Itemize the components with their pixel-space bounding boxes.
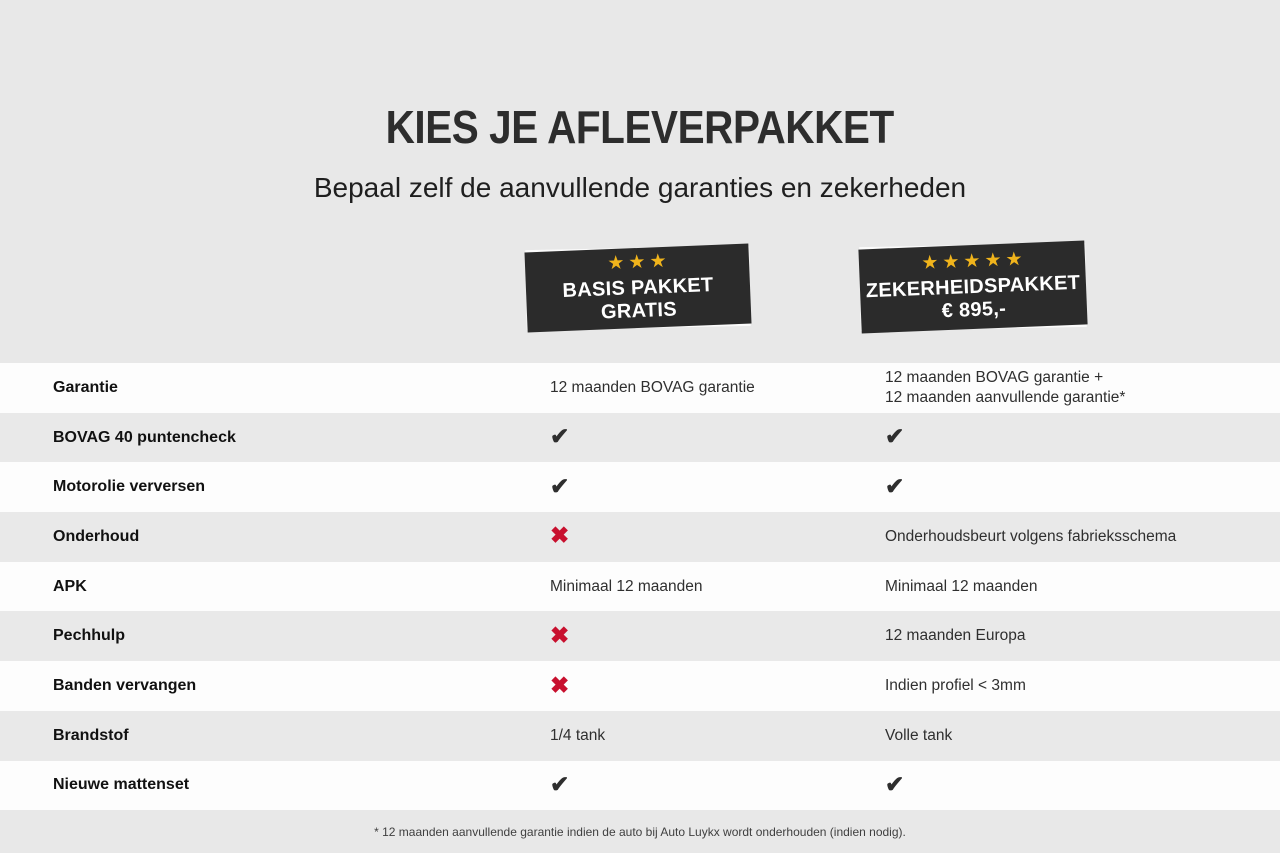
table-row: Banden vervangen ✖ Indien profiel < 3mm xyxy=(0,661,1280,711)
table-row: Brandstof 1/4 tank Volle tank xyxy=(0,710,1280,761)
cell-zekerheid: 12 maanden Europa xyxy=(885,627,1026,645)
cell-zekerheid: Volle tank xyxy=(885,726,953,744)
row-label: Banden vervangen xyxy=(53,676,197,694)
star-rating-icon: ★★★ xyxy=(607,250,671,275)
page-header: KIES JE AFLEVERPAKKET Bepaal zelf de aan… xyxy=(0,0,1280,204)
check-icon: ✔ xyxy=(550,472,570,499)
cell-zekerheid: 12 maanden BOVAG garantie +12 maanden aa… xyxy=(885,368,1280,408)
page-subtitle: Bepaal zelf de aanvullende garanties en … xyxy=(313,172,967,203)
cross-icon: ✖ xyxy=(550,522,570,549)
badge-zekerheidspakket: ★★★★★ ZEKERHEIDSPAKKET € 895,- xyxy=(858,240,1088,334)
cell-basis: ✔ xyxy=(550,770,885,798)
cell-basis: ✔ xyxy=(550,472,885,500)
row-label: Motorolie verversen xyxy=(53,478,206,496)
row-label: APK xyxy=(53,577,87,595)
cell-zekerheid: Indien profiel < 3mm xyxy=(885,677,1026,695)
cell-zekerheid: ✔ xyxy=(885,770,1280,798)
package-price: € 895,- xyxy=(941,297,1007,323)
footnote: * 12 maanden aanvullende garantie indien… xyxy=(374,824,906,839)
check-icon: ✔ xyxy=(885,472,905,499)
row-label: BOVAG 40 puntencheck xyxy=(53,428,236,446)
table-row: BOVAG 40 puntencheck ✔ ✔ xyxy=(0,412,1280,463)
cell-basis: ✖ xyxy=(550,621,885,649)
page-title: KIES JE AFLEVERPAKKET xyxy=(385,101,895,153)
row-label: Nieuwe mattenset xyxy=(53,776,190,794)
table-row: APK Minimaal 12 maanden Minimaal 12 maande… xyxy=(0,561,1280,612)
check-icon: ✔ xyxy=(550,770,570,797)
package-badge-zekerheid: ★★★★★ ZEKERHEIDSPAKKET € 895,- xyxy=(858,240,1088,334)
check-icon: ✔ xyxy=(885,770,905,797)
cell-basis: 1/4 tank xyxy=(550,726,606,744)
check-icon: ✔ xyxy=(550,423,570,450)
comparison-table: Garantie 12 maanden BOVAG garantie 12 maan… xyxy=(0,363,1280,811)
table-row: Garantie 12 maanden BOVAG garantie 12 maan… xyxy=(0,363,1280,413)
check-icon: ✔ xyxy=(885,423,905,450)
row-label: Onderhoud xyxy=(53,527,140,545)
cross-icon: ✖ xyxy=(550,671,570,698)
cell-basis: ✔ xyxy=(550,425,885,450)
row-label: Pechhulp xyxy=(53,627,126,645)
cell-basis: ✖ xyxy=(550,671,885,699)
table-row: Pechhulp ✖ 12 maanden Europa xyxy=(0,611,1280,662)
cell-basis: ✖ xyxy=(550,524,885,549)
cross-icon: ✖ xyxy=(550,621,570,648)
cell-basis: 12 maanden BOVAG garantie xyxy=(550,378,755,396)
package-badge-basis: ★★★ BASIS PAKKET GRATIS xyxy=(524,243,752,333)
star-rating-icon: ★★★★★ xyxy=(921,248,1027,275)
badge-basis-pakket: ★★★ BASIS PAKKET GRATIS xyxy=(524,243,752,333)
row-label: Garantie xyxy=(53,378,118,396)
cell-zekerheid: Onderhoudsbeurt volgens fabrieksschema xyxy=(885,527,1177,545)
package-price: GRATIS xyxy=(600,298,678,324)
cell-zekerheid: ✔ xyxy=(885,425,1280,450)
table-row: Onderhoud ✖ Onderhoudsbeurt volgens fabrie… xyxy=(0,512,1280,562)
cell-line: 12 maanden BOVAG garantie + xyxy=(885,369,1104,387)
cell-line: 12 maanden aanvullende garantie* xyxy=(885,388,1126,406)
cell-basis: Minimaal 12 maanden xyxy=(550,577,703,595)
cell-zekerheid: Minimaal 12 maanden xyxy=(885,577,1038,595)
table-row: Nieuwe mattenset ✔ ✔ xyxy=(0,760,1280,811)
row-label: Brandstof xyxy=(53,726,129,744)
cell-zekerheid: ✔ xyxy=(885,472,1280,500)
table-row: Motorolie verversen ✔ ✔ xyxy=(0,462,1280,513)
package-name: BASIS PAKKET xyxy=(562,273,714,302)
